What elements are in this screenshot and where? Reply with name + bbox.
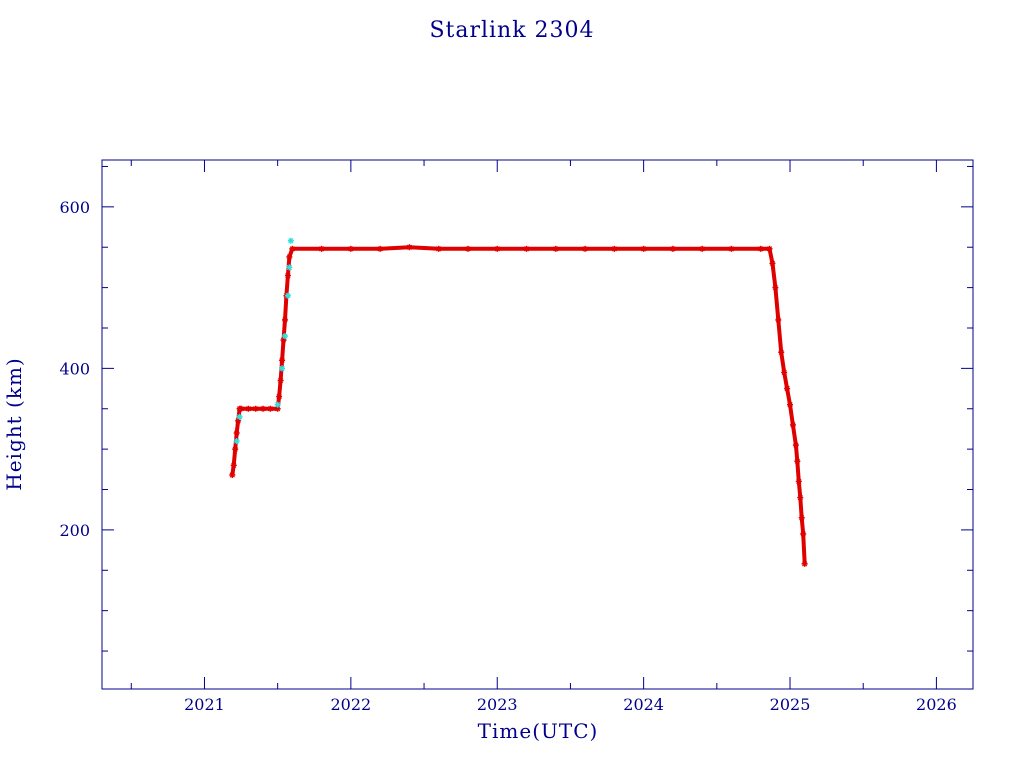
data-point (274, 401, 281, 408)
x-tick-label: 2026 (916, 695, 957, 714)
data-point (797, 494, 804, 501)
data-point (464, 245, 471, 252)
y-tick-label: 400 (59, 359, 90, 378)
data-point (784, 385, 791, 392)
y-axis-ticks: 200 400 600 (59, 165, 973, 652)
data-point (611, 245, 618, 252)
data-point (798, 514, 805, 521)
data-point (284, 292, 291, 299)
data-point (287, 237, 294, 244)
data-point (789, 421, 796, 428)
series-layer (229, 237, 808, 567)
data-point (669, 245, 676, 252)
x-tick-label: 2022 (330, 695, 371, 714)
data-point (289, 245, 296, 252)
data-point (245, 405, 252, 412)
data-point (781, 369, 788, 376)
x-tick-label: 2024 (623, 695, 664, 714)
x-tick-label: 2021 (184, 695, 225, 714)
data-point (347, 245, 354, 252)
data-point (232, 446, 239, 453)
data-point (276, 393, 283, 400)
data-point (286, 253, 293, 260)
data-point (260, 405, 267, 412)
y-tick-label: 600 (59, 198, 90, 217)
y-axis-label: Height (km) (2, 357, 26, 490)
x-axis-label: Time(UTC) (478, 719, 599, 743)
data-point (523, 245, 530, 252)
data-point (699, 245, 706, 252)
data-point (778, 349, 785, 356)
plot-frame (101, 159, 974, 690)
data-point (792, 442, 799, 449)
data-point (772, 284, 779, 291)
data-point (801, 560, 808, 567)
x-axis-ticks: 2021 2022 2023 2024 2025 2026 (130, 160, 957, 714)
series-line (230, 245, 807, 564)
data-point (640, 245, 647, 252)
data-point (281, 316, 288, 323)
data-point (552, 245, 559, 252)
data-point (279, 365, 286, 372)
data-point (377, 245, 384, 252)
data-point (267, 405, 274, 412)
x-tick-label: 2025 (770, 695, 811, 714)
data-point (775, 316, 782, 323)
data-point (769, 260, 776, 267)
data-point (435, 245, 442, 252)
data-point (230, 462, 237, 469)
data-point (800, 530, 807, 537)
data-point (728, 245, 735, 252)
x-tick-label: 2023 (477, 695, 518, 714)
data-point (279, 357, 286, 364)
data-point (286, 264, 293, 271)
data-point (494, 245, 501, 252)
data-point (233, 429, 240, 436)
data-point (238, 405, 245, 412)
data-point (284, 272, 291, 279)
data-point (582, 245, 589, 252)
data-point (233, 438, 240, 445)
data-point (787, 401, 794, 408)
data-point (281, 333, 288, 340)
data-point (406, 244, 413, 251)
data-point (252, 405, 259, 412)
data-point (318, 245, 325, 252)
data-point (757, 245, 764, 252)
y-tick-label: 200 (59, 521, 90, 540)
data-point (277, 377, 284, 384)
chart-title: Starlink 2304 (429, 18, 594, 43)
data-point (795, 478, 802, 485)
data-point (766, 245, 773, 252)
data-point (236, 413, 243, 420)
data-point (794, 458, 801, 465)
data-point (229, 471, 236, 478)
